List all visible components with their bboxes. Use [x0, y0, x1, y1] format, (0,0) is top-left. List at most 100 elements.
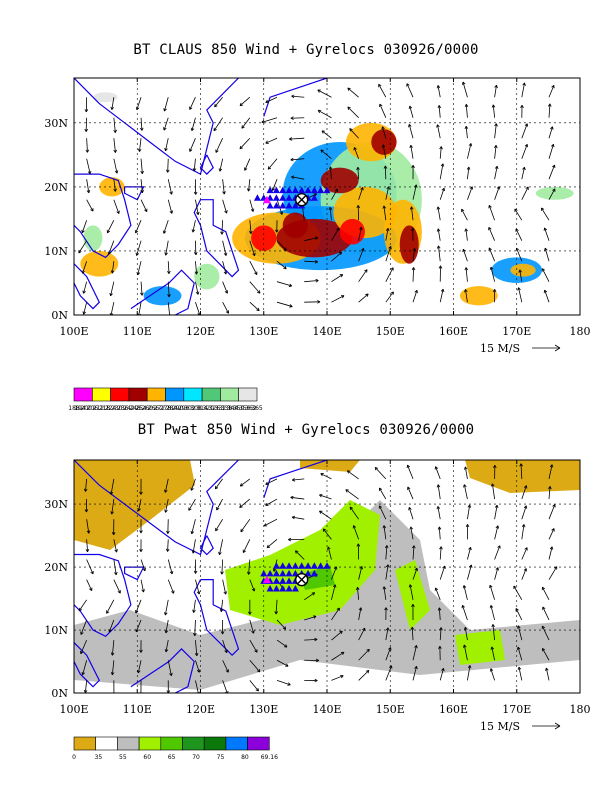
wind-arrow [438, 265, 443, 282]
cloud-region [83, 225, 103, 251]
wind-arrow [358, 566, 364, 580]
colorbar-swatch [201, 387, 221, 402]
colorbar-label: 302 [184, 405, 196, 412]
wind-arrow [521, 82, 526, 98]
colorbar-label: 308 [190, 405, 202, 412]
wind-arrow [140, 199, 148, 213]
wind-arrow [358, 269, 368, 282]
wind-arrow [222, 639, 228, 653]
wind-arrow [321, 130, 332, 139]
gyre-triangle [272, 577, 280, 584]
lat-label: 20N [44, 561, 68, 574]
wind-arrow [216, 498, 223, 511]
wind-arrow [162, 220, 169, 234]
wind-arrow [164, 138, 169, 152]
wind-arrow [378, 487, 387, 500]
wind-arrow [249, 301, 260, 312]
wind-arrow [331, 607, 340, 621]
wind-arrow [494, 145, 498, 159]
colorbar-swatch [110, 387, 130, 402]
wind-arrow [249, 639, 258, 653]
wind-arrow [304, 236, 319, 242]
wind-arrow [139, 640, 143, 653]
wind-arrow [461, 81, 468, 98]
colorbar-swatch [165, 387, 185, 402]
gyre-center-cross [297, 195, 307, 205]
wind-arrow [358, 248, 365, 262]
wind-arrow [86, 179, 91, 194]
colorbar-label: 260 [141, 405, 153, 412]
wind-arrow [164, 640, 169, 653]
wind-arrow [108, 619, 115, 633]
pwat-region [300, 565, 335, 590]
wind-arrow [288, 537, 305, 542]
wind-arrow [167, 179, 173, 195]
pwat-panel: 100E 110E 120E 130E 140E 150E 160E 170E 180 0N 10N… [44, 459, 591, 761]
wind-arrow [548, 85, 555, 98]
map-area [73, 77, 581, 316]
wind-arrow [331, 295, 345, 303]
wind-arrow [382, 586, 387, 600]
coastline [74, 642, 101, 688]
wind-arrow [410, 227, 415, 241]
wind-arrow [382, 525, 387, 540]
wind-arrow [190, 117, 196, 132]
wind-arrow [113, 199, 120, 214]
wind-arrow [409, 206, 414, 221]
wind-arrow [239, 498, 251, 508]
gyre-triangle [285, 201, 293, 209]
wind-arrow [246, 179, 251, 192]
wind-arrow [331, 566, 338, 580]
wind-arrow [113, 138, 117, 153]
wind-arrow [548, 528, 555, 540]
gyre-triangle [272, 569, 280, 577]
pwat-region [225, 500, 380, 625]
wind-arrow [384, 607, 388, 620]
wind-arrow [242, 539, 251, 553]
wind-arrow [291, 175, 305, 180]
colorbar-label: 365 [251, 405, 263, 412]
wind-arrow [111, 519, 116, 536]
lon-label: 110E [123, 325, 152, 338]
wind-arrow [82, 302, 88, 315]
cloud-region [339, 218, 365, 245]
gyre-triangle [285, 194, 293, 201]
wind-arrow [408, 105, 414, 118]
wind-arrow [222, 261, 228, 275]
wind-arrow [81, 220, 88, 234]
wind-arrow [267, 158, 278, 170]
colorbar-label: 236 [117, 405, 129, 412]
colorbar-swatch [95, 736, 118, 751]
wind-arrow [461, 208, 468, 221]
colorbar-label: 224 [105, 405, 117, 412]
wind-arrow [222, 281, 229, 294]
wind-arrow [164, 619, 169, 634]
wind-arrow [545, 667, 550, 681]
wind-arrow [358, 187, 364, 200]
wind-arrow [249, 240, 256, 257]
wind-arrow [304, 678, 318, 683]
cloud-region [459, 286, 498, 306]
wind-arrow [249, 261, 258, 275]
wind-arrow [327, 546, 332, 560]
colorbar-label: 69.16 [261, 754, 278, 761]
wind-arrow [113, 158, 119, 174]
wind-arrow [239, 478, 251, 487]
wind-arrow [436, 506, 441, 520]
wind-arrow [291, 94, 305, 99]
gyre-triangle [304, 562, 312, 569]
wind-arrow [319, 510, 332, 520]
colorbar-label: 188 [68, 405, 80, 412]
wind-arrow [304, 260, 319, 264]
wind-arrow [248, 599, 252, 615]
wind-arrow [355, 587, 360, 600]
wind-arrow [439, 163, 445, 180]
colorbar-swatch [182, 736, 205, 751]
colorbar-swatch [238, 387, 258, 402]
wind-arrow [165, 158, 170, 173]
colorbar-label: 278 [160, 405, 172, 412]
wind-arrow [548, 486, 552, 500]
gyre-triangle [323, 186, 331, 194]
wind-arrow [548, 164, 556, 180]
gyre-triangle [272, 584, 280, 592]
